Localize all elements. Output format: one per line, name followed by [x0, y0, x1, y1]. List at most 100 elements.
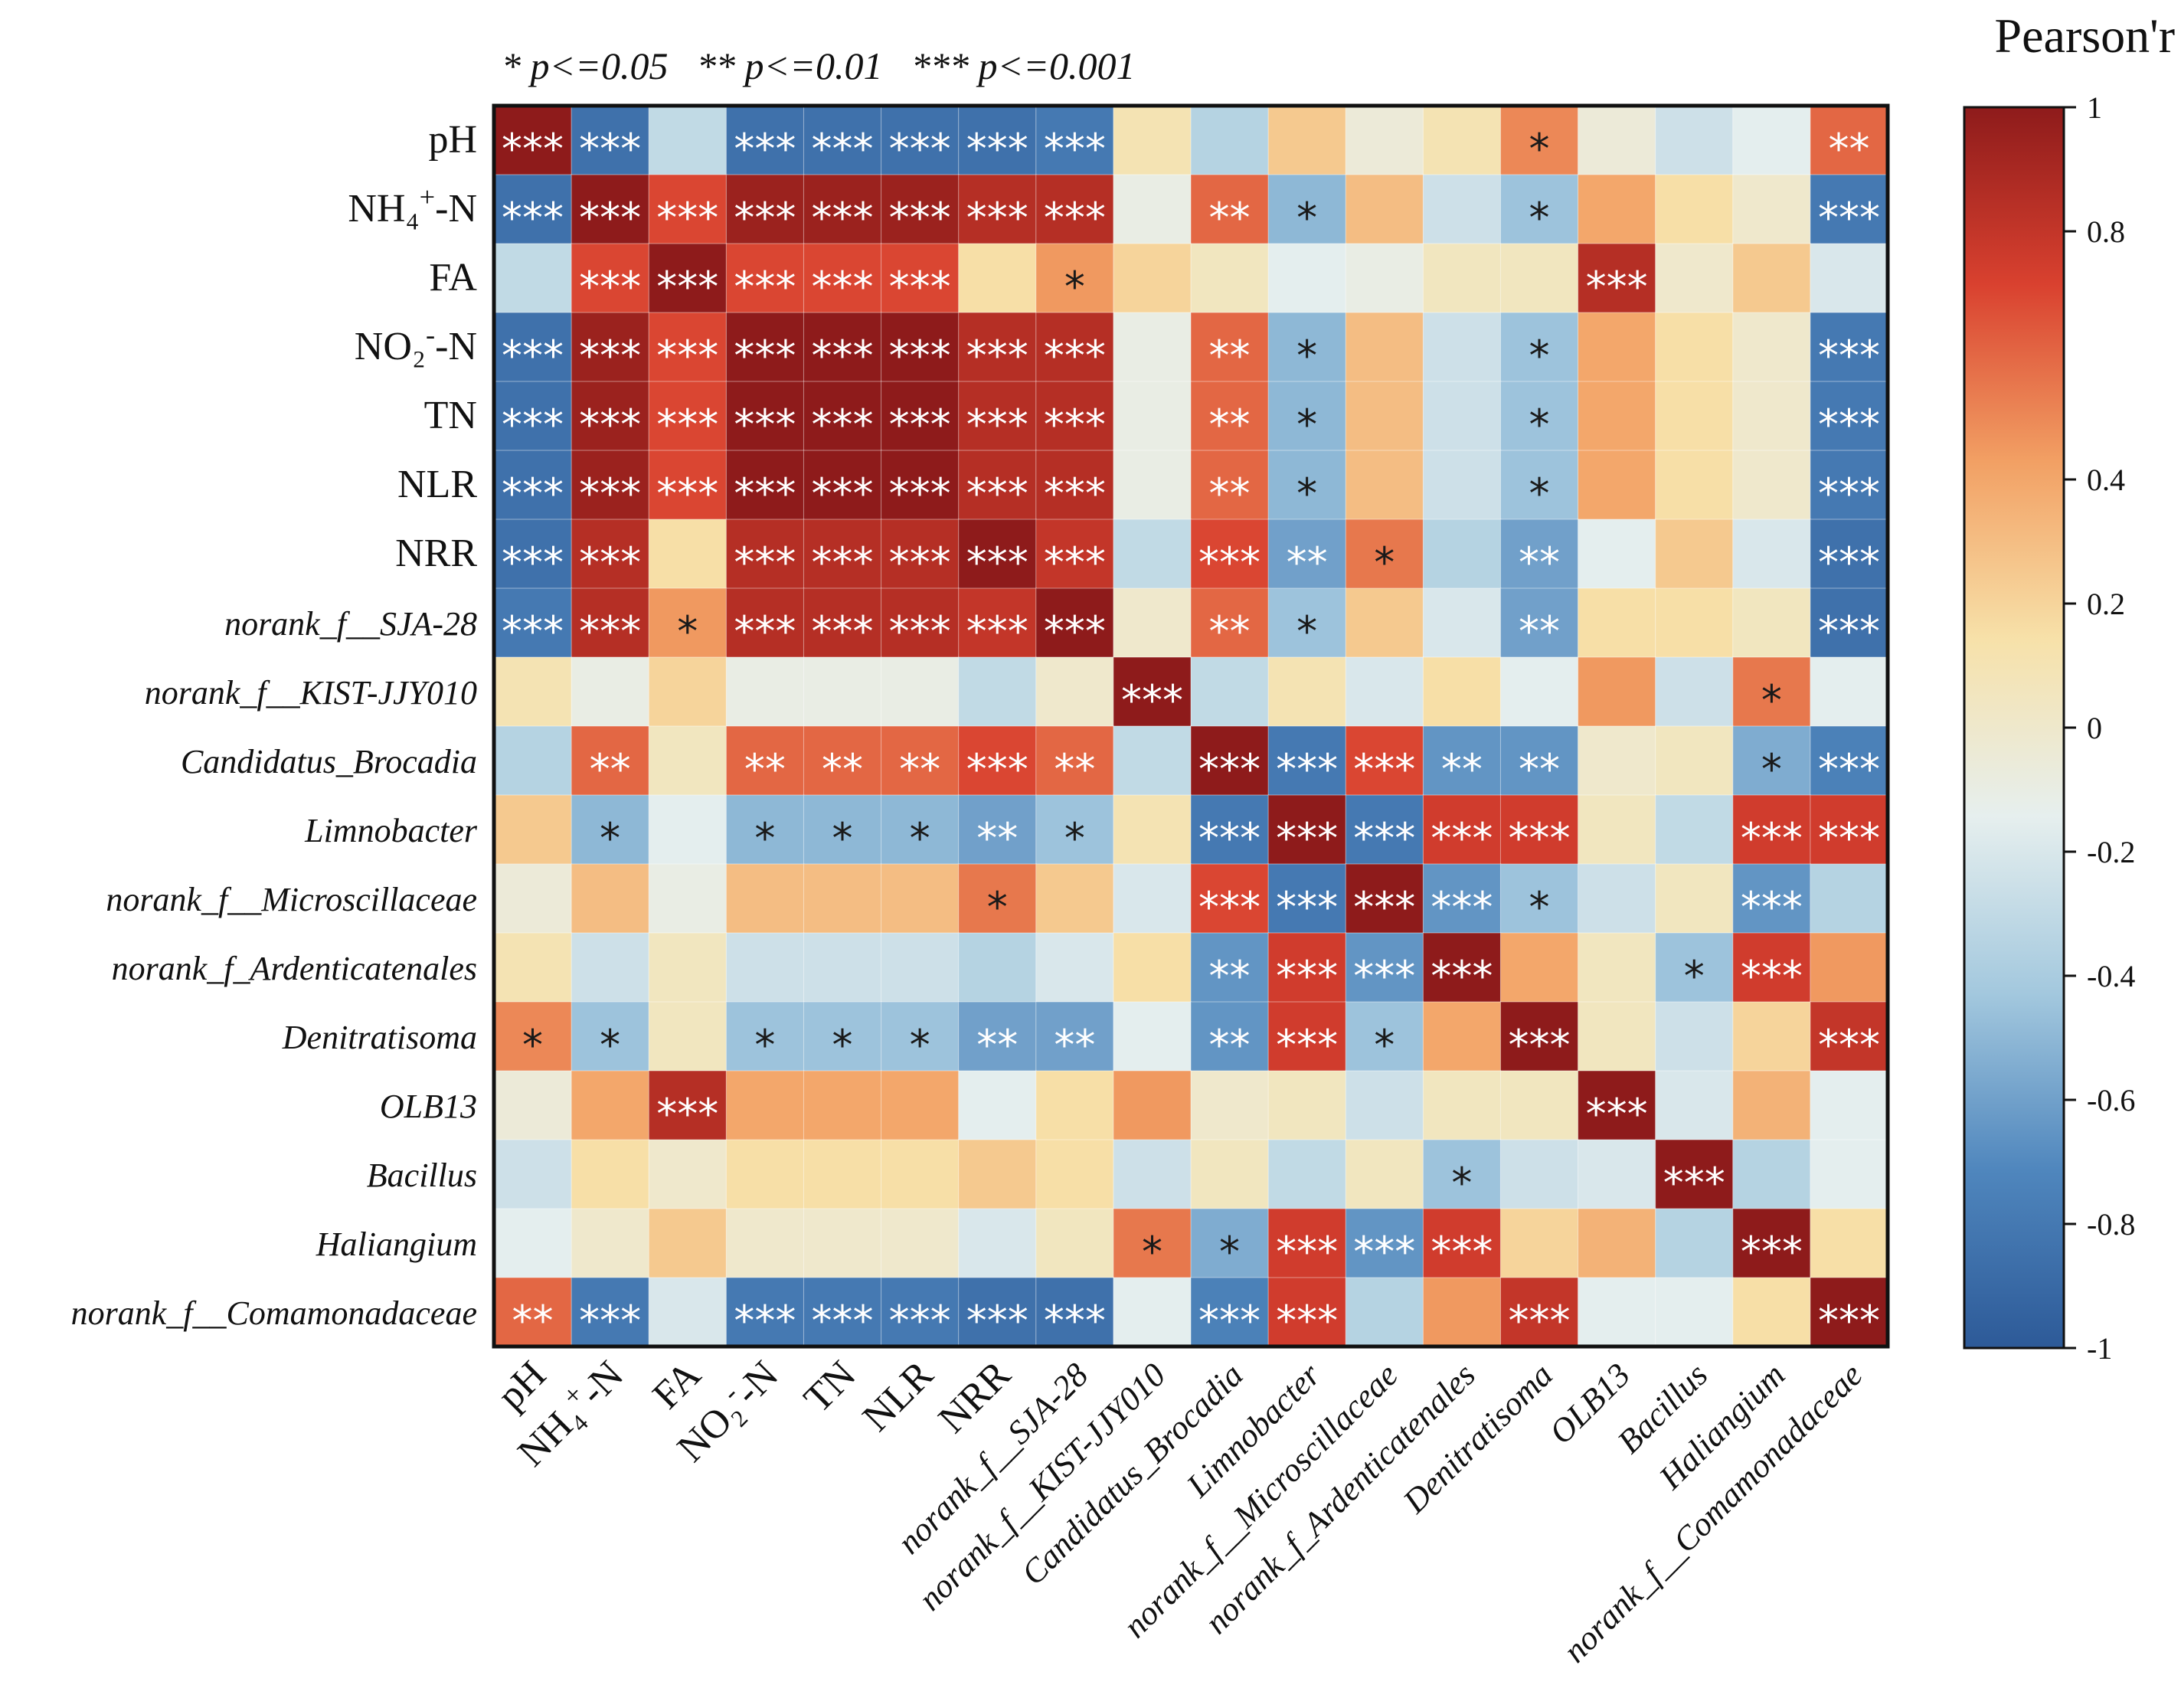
significance-mark: ***	[579, 538, 641, 587]
significance-mark: *	[522, 1021, 543, 1069]
heatmap-cell	[1267, 1070, 1347, 1140]
significance-mark: ***	[502, 125, 564, 173]
significance-mark: ***	[1663, 1159, 1725, 1207]
heatmap-cell	[1810, 1139, 1889, 1209]
heatmap-cell	[1267, 381, 1347, 451]
significance-mark: ***	[889, 332, 951, 380]
column-label: NLR	[855, 1353, 942, 1440]
heatmap-cell	[881, 1208, 960, 1278]
heatmap-cell	[1810, 312, 1889, 382]
heatmap-cell	[1578, 587, 1656, 658]
heatmap-cell	[1810, 105, 1889, 175]
heatmap-cell	[493, 587, 573, 658]
column-label: TN	[796, 1353, 864, 1421]
colorbar-tick-label: -0.2	[2087, 835, 2135, 869]
heatmap-cell	[571, 587, 650, 658]
heatmap-cell	[571, 105, 650, 175]
significance-mark: ***	[1509, 1297, 1571, 1345]
heatmap-cell	[803, 587, 882, 658]
significance-mark: *	[1451, 1159, 1472, 1207]
heatmap-cell	[1810, 863, 1889, 934]
heatmap-cell	[571, 243, 650, 313]
heatmap-cell	[881, 932, 960, 1003]
significance-mark: *	[1529, 883, 1550, 931]
significance-mark: ***	[889, 401, 951, 449]
heatmap-cell	[725, 381, 805, 451]
heatmap-cell	[1810, 174, 1889, 244]
heatmap-cell	[1345, 105, 1424, 175]
heatmap-cell	[571, 1070, 650, 1140]
heatmap-cell	[1267, 519, 1347, 589]
heatmap-cell	[958, 1208, 1037, 1278]
heatmap-cell	[1113, 1001, 1192, 1072]
significance-marks: *** *** *** *** *** *** *** * ***** *** *** *** *** *…	[502, 125, 1880, 1345]
significance-mark: ***	[734, 538, 796, 587]
significance-mark: ***	[1741, 814, 1803, 862]
heatmap-cell	[1113, 450, 1192, 520]
significance-mark: ***	[1741, 883, 1803, 931]
heatmap-cell	[1422, 312, 1502, 382]
heatmap-cell	[958, 794, 1037, 865]
significance-mark: ***	[966, 470, 1028, 518]
heatmap-cell	[725, 174, 805, 244]
heatmap-cell	[1113, 519, 1192, 589]
significance-mark: ***	[1431, 952, 1493, 1000]
heatmap-cell	[1578, 105, 1656, 175]
significance-mark: *	[1297, 470, 1317, 518]
significance-mark: ***	[889, 470, 951, 518]
heatmap-cell	[803, 1139, 882, 1209]
significance-mark: ***	[966, 745, 1028, 793]
heatmap-cell	[571, 381, 650, 451]
heatmap-cell	[725, 1277, 805, 1347]
colorbar-tick-label: 0.4	[2087, 463, 2125, 497]
heatmap-cell	[648, 1277, 728, 1347]
heatmap-cell	[1499, 794, 1579, 865]
heatmap-cell	[1655, 656, 1734, 727]
significance-mark: ***	[1044, 194, 1106, 242]
significance-mark: ***	[656, 470, 718, 518]
significance-mark: ***	[1509, 814, 1571, 862]
heatmap-cell	[571, 1139, 650, 1209]
heatmap-cell	[1035, 1139, 1114, 1209]
significance-mark: **	[1054, 745, 1095, 793]
significance-mark: ***	[1741, 952, 1803, 1000]
heatmap-cell	[803, 863, 882, 934]
heatmap-cell	[1113, 1139, 1192, 1209]
heatmap-cell	[1113, 587, 1192, 658]
heatmap-cell	[1345, 1001, 1424, 1072]
heatmap-cell	[1810, 519, 1889, 589]
row-label: Haliangium	[316, 1225, 477, 1263]
significance-mark: ***	[1818, 745, 1880, 793]
heatmap-cell	[881, 1070, 960, 1140]
heatmap-cell	[1499, 381, 1579, 451]
heatmap-cell	[803, 1070, 882, 1140]
heatmap-cell	[725, 1070, 805, 1140]
significance-mark: *	[600, 1021, 620, 1069]
heatmap-cell	[803, 174, 882, 244]
heatmap-cell	[725, 794, 805, 865]
heatmap-cell	[1345, 1139, 1424, 1209]
significance-mark: ***	[812, 194, 874, 242]
heatmap-cell	[1422, 587, 1502, 658]
heatmap-cell	[493, 243, 573, 313]
heatmap-cell	[881, 243, 960, 313]
colorbar-tick-label: 0	[2087, 711, 2102, 745]
heatmap-cell	[1810, 1001, 1889, 1072]
significance-mark: ***	[1198, 1297, 1261, 1345]
significance-mark: ***	[812, 401, 874, 449]
heatmap-cell	[1499, 243, 1579, 313]
heatmap-cell	[1190, 863, 1270, 934]
significance-mark: ***	[889, 538, 951, 587]
significance-mark: ***	[1818, 538, 1880, 587]
heatmap-cell	[1810, 587, 1889, 658]
heatmap-cell	[1113, 863, 1192, 934]
heatmap-cell	[648, 1208, 728, 1278]
significance-mark: ***	[1431, 883, 1493, 931]
significance-mark: *	[1529, 125, 1550, 173]
significance-mark: *	[1684, 952, 1705, 1000]
significance-mark: ***	[889, 194, 951, 242]
heatmap-cell	[1035, 450, 1114, 520]
heatmap-cell	[493, 381, 573, 451]
heatmap-cell	[1267, 725, 1347, 796]
heatmap-cell	[648, 243, 728, 313]
